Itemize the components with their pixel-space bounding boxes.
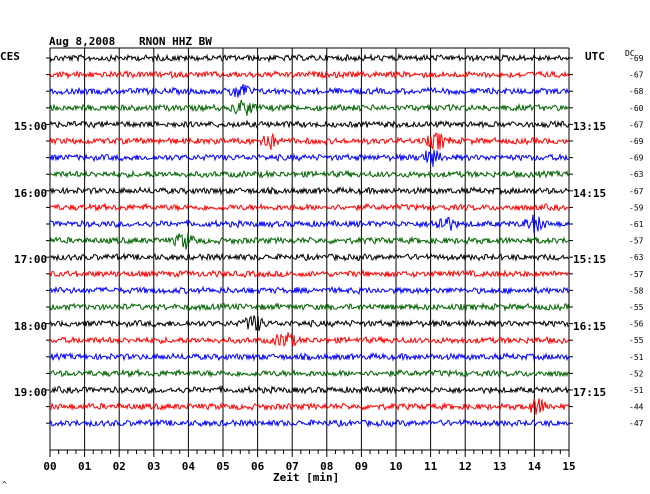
x-tick-label: 09: [355, 460, 368, 473]
x-tick-label: 07: [286, 460, 299, 473]
left-hour-label: 16:00: [14, 187, 48, 200]
left-hour-label: 17:00: [14, 253, 48, 266]
right-hour-label: 13:15: [573, 120, 607, 133]
dc-offset-label: -51: [629, 386, 644, 395]
seismic-trace: [49, 398, 570, 415]
seismic-trace: [49, 69, 570, 80]
dc-offset-label: -69: [629, 154, 644, 163]
left-hour-label: 19:00: [14, 386, 48, 399]
seismic-trace: [49, 99, 570, 116]
dc-offset-label: -55: [629, 303, 644, 312]
x-tick-label: 04: [182, 460, 196, 473]
seismic-trace: [49, 368, 570, 379]
dc-offset-label: -67: [629, 120, 644, 129]
x-tick-label: 15: [562, 460, 575, 473]
x-tick-label: 12: [459, 460, 472, 473]
seismic-trace: [49, 214, 570, 234]
dc-offset-label: -44: [629, 403, 644, 412]
seismic-trace: [49, 285, 570, 296]
dc-header-label: DC: [625, 49, 635, 58]
right-hour-label: 15:15: [573, 253, 607, 266]
seismic-trace: [49, 315, 570, 332]
right-hour-label: 14:15: [573, 187, 607, 200]
seismic-trace: [49, 268, 570, 279]
dc-offset-label: -58: [629, 286, 644, 295]
dc-offset-label: -68: [629, 87, 644, 96]
dc-offset-label: -69: [629, 137, 644, 146]
dc-offset-label: -51: [629, 353, 644, 362]
seismic-trace: [49, 332, 570, 347]
right-hour-label: 17:15: [573, 386, 607, 399]
chart-date: Aug 8,2008: [49, 35, 116, 48]
x-tick-label: 05: [216, 460, 229, 473]
left-hour-label: 15:00: [14, 120, 48, 133]
x-axis-label: Zeit [min]: [273, 471, 340, 484]
corner-mark: ^: [2, 480, 7, 489]
dc-offset-label: -59: [629, 203, 644, 212]
x-tick-label: 02: [113, 460, 126, 473]
dc-offset-label: -57: [629, 270, 644, 279]
dc-offset-label: -55: [629, 336, 644, 345]
dc-offset-label: -56: [629, 320, 644, 329]
seismic-trace: [50, 169, 570, 179]
dc-offset-label: -67: [629, 187, 644, 196]
x-tick-label: 08: [320, 460, 333, 473]
dc-offset-label: -47: [629, 419, 644, 428]
seismic-trace: [49, 84, 570, 98]
x-tick-label: 00: [43, 460, 56, 473]
x-tick-label: 14: [528, 460, 542, 473]
seismic-trace: [49, 202, 570, 213]
seismic-trace: [49, 232, 570, 250]
dc-offset-label: -63: [629, 253, 644, 262]
dc-offset-label: -60: [629, 104, 644, 113]
x-tick-label: 06: [251, 460, 265, 473]
x-tick-label: 11: [424, 460, 438, 473]
dc-offset-label: -67: [629, 71, 644, 80]
seismic-trace: [49, 418, 570, 429]
x-tick-label: 10: [389, 460, 402, 473]
seismic-trace: [49, 186, 570, 196]
left-timezone-label: CES: [0, 50, 20, 63]
dc-offset-label: -57: [629, 237, 644, 246]
x-tick-label: 03: [147, 460, 160, 473]
dc-offset-label: -52: [629, 369, 644, 378]
dc-offset-label: -61: [629, 220, 644, 229]
seismic-trace: [49, 52, 570, 63]
dc-offset-label: -69: [629, 54, 644, 63]
chart-station: RNON HHZ BW: [139, 35, 212, 48]
dc-offset-label: -63: [629, 170, 644, 179]
left-hour-label: 18:00: [14, 320, 48, 333]
seismic-trace: [49, 252, 570, 263]
seismic-trace: [49, 150, 570, 168]
seismic-trace: [49, 384, 570, 395]
seismic-trace: [49, 132, 570, 151]
x-tick-label: 13: [493, 460, 506, 473]
seismic-trace: [50, 352, 570, 362]
x-tick-label: 01: [78, 460, 92, 473]
right-timezone-label: UTC: [585, 50, 605, 63]
right-hour-label: 16:15: [573, 320, 607, 333]
seismic-trace: [49, 301, 570, 312]
seismic-trace: [49, 119, 570, 130]
